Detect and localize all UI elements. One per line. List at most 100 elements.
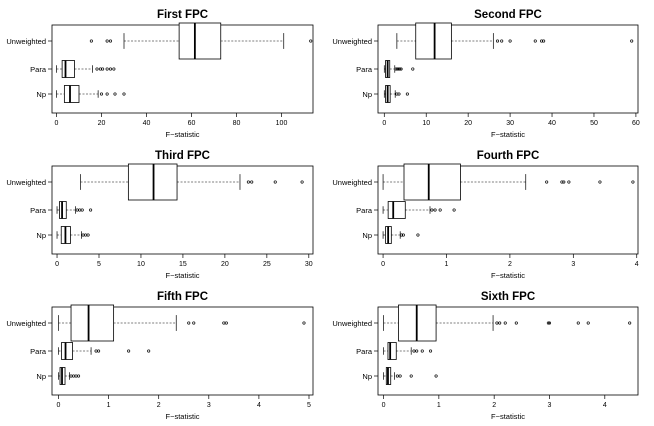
outlier-point — [398, 374, 402, 378]
outlier-point — [94, 349, 98, 353]
outlier-point — [108, 67, 113, 71]
group-np: Np — [36, 226, 90, 244]
outlier-point — [452, 208, 456, 212]
outlier-point — [147, 349, 151, 353]
outlier-point — [416, 233, 420, 237]
outlier-point — [75, 208, 79, 212]
x-tick-label: 40 — [143, 120, 151, 127]
box — [387, 201, 406, 219]
y-tick-label: Np — [36, 372, 46, 381]
outlier-point — [187, 321, 191, 325]
y-tick-label: Unweighted — [6, 37, 46, 46]
x-tick-label: 25 — [263, 261, 271, 268]
outlier-point — [86, 233, 90, 237]
outlier-point — [112, 67, 116, 71]
panel-2: Second FPC 0 10 20 30 40 50 60 F−statistic Unweig… — [332, 9, 640, 139]
x-axis-label: F−statistic — [491, 130, 525, 139]
panel-3: Third FPC 0 5 10 15 20 25 30 F−statistic Unweight… — [6, 150, 314, 280]
outlier-point — [576, 321, 580, 325]
y-tick-label: Para — [30, 65, 47, 74]
x-tick-label: 30 — [506, 120, 514, 127]
group-para: Para — [30, 201, 93, 219]
panel-title: Third FPC — [155, 150, 210, 162]
y-tick-label: Para — [356, 206, 373, 215]
outlier-point — [122, 92, 126, 96]
x-tick-label: 4 — [603, 402, 607, 409]
outlier-point — [533, 39, 537, 43]
outlier-point — [508, 39, 512, 43]
outlier-point — [631, 180, 635, 184]
x-tick-label: 10 — [422, 120, 430, 127]
x-tick-label: 40 — [548, 120, 556, 127]
y-tick-label: Np — [362, 90, 372, 99]
outlier-point — [222, 321, 226, 325]
outlier-point — [434, 374, 438, 378]
outlier-point — [503, 321, 507, 325]
outlier-point — [105, 67, 109, 71]
outlier-point — [546, 321, 550, 325]
x-tick-label: 2 — [492, 402, 496, 409]
box — [415, 22, 452, 60]
outlier-point — [630, 39, 634, 43]
outlier-point — [309, 39, 313, 43]
x-tick-label: 5 — [97, 261, 101, 268]
panel-title: Sixth FPC — [481, 291, 535, 303]
panel-6: Sixth FPC 0 1 2 3 4 F−statistic Unweighted Para N… — [332, 291, 639, 421]
outlier-point — [69, 374, 73, 378]
y-tick-label: Unweighted — [6, 178, 46, 187]
outlier-point — [89, 39, 93, 43]
x-tick-label: 0 — [381, 261, 385, 268]
outlier-point — [105, 92, 109, 96]
outlier-point — [514, 321, 518, 325]
outlier-point — [398, 67, 402, 71]
outlier-point — [80, 208, 84, 212]
outlier-point — [545, 180, 549, 184]
x-tick-label: 4 — [635, 261, 639, 268]
outlier-point — [542, 39, 546, 43]
outlier-point — [628, 321, 632, 325]
x-tick-label: 60 — [188, 120, 196, 127]
outlier-point — [97, 349, 101, 353]
x-tick-label: 0 — [55, 120, 59, 127]
x-tick-label: 3 — [548, 402, 552, 409]
outlier-point — [99, 92, 104, 96]
box — [63, 85, 80, 103]
y-tick-label: Np — [36, 90, 46, 99]
outlier-point — [397, 92, 401, 96]
outlier-point — [89, 208, 93, 212]
group-np: Np — [362, 85, 409, 103]
y-tick-label: Para — [356, 347, 373, 356]
x-tick-label: 5 — [307, 402, 311, 409]
x-tick-label: 20 — [98, 120, 106, 127]
outlier-point — [500, 39, 504, 43]
group-unweighted: Unweighted — [332, 163, 635, 201]
x-tick-label: 4 — [257, 402, 261, 409]
group-unweighted: Unweighted — [6, 22, 313, 60]
outlier-point — [95, 67, 99, 71]
box — [387, 342, 397, 360]
x-tick-label: 1 — [437, 402, 441, 409]
x-tick-label: 0 — [55, 261, 59, 268]
outlier-point — [409, 374, 413, 378]
outlier-point — [77, 374, 81, 378]
y-tick-label: Para — [356, 65, 373, 74]
outlier-point — [250, 180, 254, 184]
y-tick-label: Unweighted — [332, 37, 372, 46]
box — [178, 22, 222, 60]
group-unweighted: Unweighted — [332, 22, 634, 60]
x-tick-label: 20 — [221, 261, 229, 268]
outlier-point — [412, 349, 416, 353]
y-tick-label: Np — [36, 231, 46, 240]
x-tick-label: 2 — [157, 402, 161, 409]
x-tick-label: 100 — [276, 120, 288, 127]
box — [403, 163, 461, 201]
x-axis-label: F−statistic — [491, 271, 525, 280]
outlier-point — [495, 39, 500, 43]
y-tick-label: Unweighted — [6, 319, 46, 328]
panel-1: First FPC 0 20 40 60 80 100 F−statistic Unweight… — [6, 9, 314, 139]
panel-title: Fourth FPC — [477, 150, 540, 162]
outlier-point — [405, 92, 409, 96]
y-tick-label: Unweighted — [332, 319, 372, 328]
outlier-point — [586, 321, 590, 325]
